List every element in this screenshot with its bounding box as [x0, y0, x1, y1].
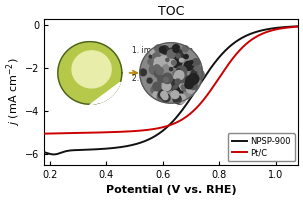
Line: NPSP-900: NPSP-900 — [44, 26, 298, 154]
Pt/C — [192, 109, 196, 112]
Pt/C — [212, 85, 215, 87]
Text: 1. impregnation: 1. impregnation — [132, 46, 193, 55]
NPSP-900 — [42, 151, 46, 153]
Pt/C — [296, 25, 300, 28]
Line: Pt/C: Pt/C — [44, 27, 298, 134]
Legend: NPSP-900, Pt/C: NPSP-900, Pt/C — [228, 133, 295, 161]
NPSP-900 — [234, 41, 238, 43]
NPSP-900 — [296, 25, 300, 27]
Text: 2. pyrolysis in N₂: 2. pyrolysis in N₂ — [132, 74, 196, 83]
NPSP-900 — [52, 153, 56, 156]
Pt/C — [42, 132, 46, 135]
Pt/C — [157, 127, 161, 129]
Y-axis label: $j$ (mA cm$^{-2}$): $j$ (mA cm$^{-2}$) — [5, 58, 23, 126]
NPSP-900 — [212, 62, 216, 65]
X-axis label: Potential (V vs. RHE): Potential (V vs. RHE) — [106, 185, 236, 195]
Title: TOC: TOC — [158, 5, 184, 18]
NPSP-900 — [158, 132, 161, 134]
NPSP-900 — [88, 148, 91, 151]
NPSP-900 — [108, 147, 112, 150]
Pt/C — [87, 132, 91, 134]
Pt/C — [108, 131, 111, 133]
Pt/C — [234, 54, 237, 56]
NPSP-900 — [192, 92, 196, 94]
